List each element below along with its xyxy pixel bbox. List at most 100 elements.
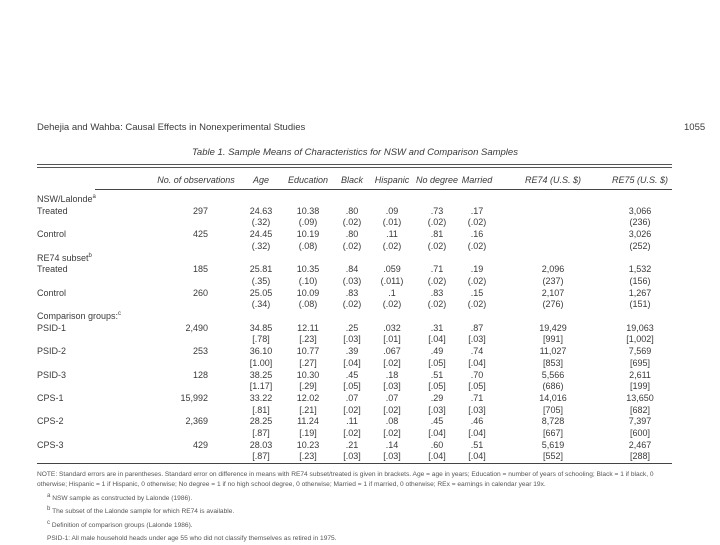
cell-observations: 2,490 — [185, 322, 208, 333]
cell-std-error: (156) — [629, 275, 651, 286]
column-header: RE75 (U.S. $) — [611, 175, 669, 185]
cell-mean: 8,728 — [541, 416, 565, 427]
table-title: Table 1. Sample Means of Characteristics… — [192, 147, 518, 158]
cell-std-error: (.08) — [298, 240, 318, 251]
cell-std-error: [853] — [542, 357, 564, 368]
column-header: RE74 (U.S. $) — [524, 175, 582, 185]
cell-mean: 11,027 — [539, 346, 567, 357]
cell-std-error: [.02] — [343, 428, 361, 438]
cell-mean: .39 — [345, 346, 359, 357]
cell-std-error: [.04] — [468, 451, 486, 462]
footnote-mark: c — [118, 311, 122, 317]
cell-std-error: [.04] — [428, 334, 446, 345]
cell-mean: 1,532 — [628, 264, 652, 275]
cell-std-error: [667] — [542, 428, 564, 438]
cell-std-error: [.87] — [252, 428, 270, 438]
row-label: CPS-1 — [37, 392, 64, 403]
cell-mean: 12.02 — [296, 392, 320, 403]
cell-std-error: (.02) — [382, 299, 402, 310]
cell-std-error: (252) — [629, 240, 651, 251]
cell-std-error: [.05] — [468, 381, 486, 392]
column-header: No degree — [415, 175, 459, 185]
cell-std-error: [.05] — [428, 357, 446, 368]
cell-mean: 11.24 — [297, 416, 319, 427]
cell-std-error: [.03] — [343, 451, 361, 462]
cell-std-error: (686) — [542, 381, 564, 392]
cell-observations: 15,992 — [180, 392, 208, 403]
cell-mean: .21 — [345, 439, 359, 450]
cell-std-error: [991] — [542, 334, 564, 345]
footnote: c Definition of comparison groups (Lalon… — [37, 518, 677, 531]
cell-mean: .45 — [345, 369, 359, 380]
cell-mean: .09 — [385, 205, 399, 216]
row-label: PSID-2 — [37, 346, 67, 357]
column-header: Age — [252, 175, 270, 185]
table-notes: NOTE: Standard errors are in parentheses… — [37, 470, 677, 545]
cell-mean: .71 — [430, 264, 444, 275]
cell-mean: 13,650 — [626, 392, 654, 403]
running-head: Dehejia and Wahba: Causal Effects in Non… — [37, 122, 306, 133]
footnote-mark: a — [92, 194, 96, 200]
cell-std-error: (.011) — [380, 275, 404, 286]
cell-std-error: (.01) — [382, 217, 402, 228]
cell-std-error: (.02) — [427, 217, 447, 228]
cell-std-error: [682] — [629, 404, 651, 415]
footnote-mark: b — [88, 252, 92, 259]
cell-std-error: [.27] — [299, 357, 317, 368]
cell-mean: .83 — [430, 287, 444, 298]
cell-mean: 12.11 — [297, 322, 319, 333]
cell-mean: 14,016 — [539, 392, 567, 403]
cell-mean: 10.77 — [296, 346, 320, 357]
cell-mean: 2,107 — [541, 287, 565, 298]
footnote: PSID-1: All male household heads under a… — [37, 531, 677, 544]
cell-std-error: [.02] — [343, 404, 361, 415]
cell-mean: .83 — [345, 287, 359, 298]
cell-mean: 7,397 — [628, 416, 652, 427]
cell-mean: .80 — [345, 205, 359, 216]
cell-std-error: [.21] — [299, 404, 317, 415]
cell-observations: 128 — [192, 369, 208, 380]
cell-mean: .14 — [385, 439, 399, 450]
cell-mean: .17 — [470, 205, 484, 216]
cell-std-error: [.02] — [383, 357, 401, 368]
cell-mean: 25.05 — [249, 287, 273, 298]
cell-std-error: [1,002] — [626, 334, 654, 345]
cell-std-error: [.03] — [383, 381, 401, 392]
cell-mean: 33.22 — [249, 392, 273, 403]
cell-std-error: (.02) — [427, 240, 447, 251]
column-header: Hispanic — [374, 175, 410, 185]
cell-mean: 28.25 — [249, 416, 273, 427]
cell-mean: 10.19 — [296, 229, 320, 240]
cell-mean: .19 — [470, 264, 484, 275]
header-rule — [95, 189, 672, 190]
cell-std-error: [199] — [629, 381, 651, 392]
notes-main: NOTE: Standard errors are in parentheses… — [37, 471, 654, 489]
group-label-text: RE74 subset — [37, 252, 89, 263]
cell-mean: .067 — [383, 346, 401, 357]
cell-std-error: [.23] — [299, 451, 317, 462]
footnote-mark: b — [47, 506, 51, 513]
row-label: Treated — [37, 264, 68, 275]
cell-std-error: (.02) — [342, 240, 362, 251]
cell-std-error: [.04] — [428, 451, 446, 462]
cell-mean: .51 — [430, 369, 444, 380]
cell-mean: 25.81 — [249, 264, 273, 275]
row-label: Treated — [37, 205, 68, 216]
cell-std-error: (.34) — [251, 299, 271, 310]
cell-std-error: [1.00] — [249, 357, 273, 368]
row-label: PSID-3 — [37, 369, 67, 380]
cell-mean: 2,467 — [628, 439, 652, 450]
cell-mean: .1 — [388, 287, 396, 298]
cell-mean: 3,066 — [628, 205, 652, 216]
cell-std-error: [552] — [542, 451, 564, 462]
cell-std-error: [.04] — [468, 357, 486, 368]
cell-mean: .45 — [430, 416, 444, 427]
cell-mean: .73 — [430, 205, 444, 216]
footnote: b The subset of the Lalonde sample for w… — [37, 504, 677, 517]
cell-std-error: (.02) — [467, 299, 487, 310]
row-label: Control — [37, 229, 67, 240]
cell-mean: .08 — [385, 416, 399, 427]
cell-mean: .70 — [470, 369, 484, 380]
cell-std-error: [.03] — [343, 334, 361, 345]
cell-std-error: (.02) — [427, 275, 447, 286]
